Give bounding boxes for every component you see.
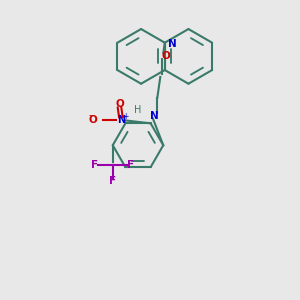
Text: O: O [162,51,171,61]
Text: -: - [88,110,92,120]
Text: +: + [122,112,129,121]
Text: F: F [127,160,134,170]
Text: N: N [168,39,176,49]
Text: N: N [150,110,159,121]
Text: O: O [88,116,97,125]
Text: O: O [115,99,124,109]
Text: N: N [117,116,125,125]
Text: H: H [134,105,142,115]
Text: F: F [109,176,116,186]
Text: F: F [92,160,98,170]
